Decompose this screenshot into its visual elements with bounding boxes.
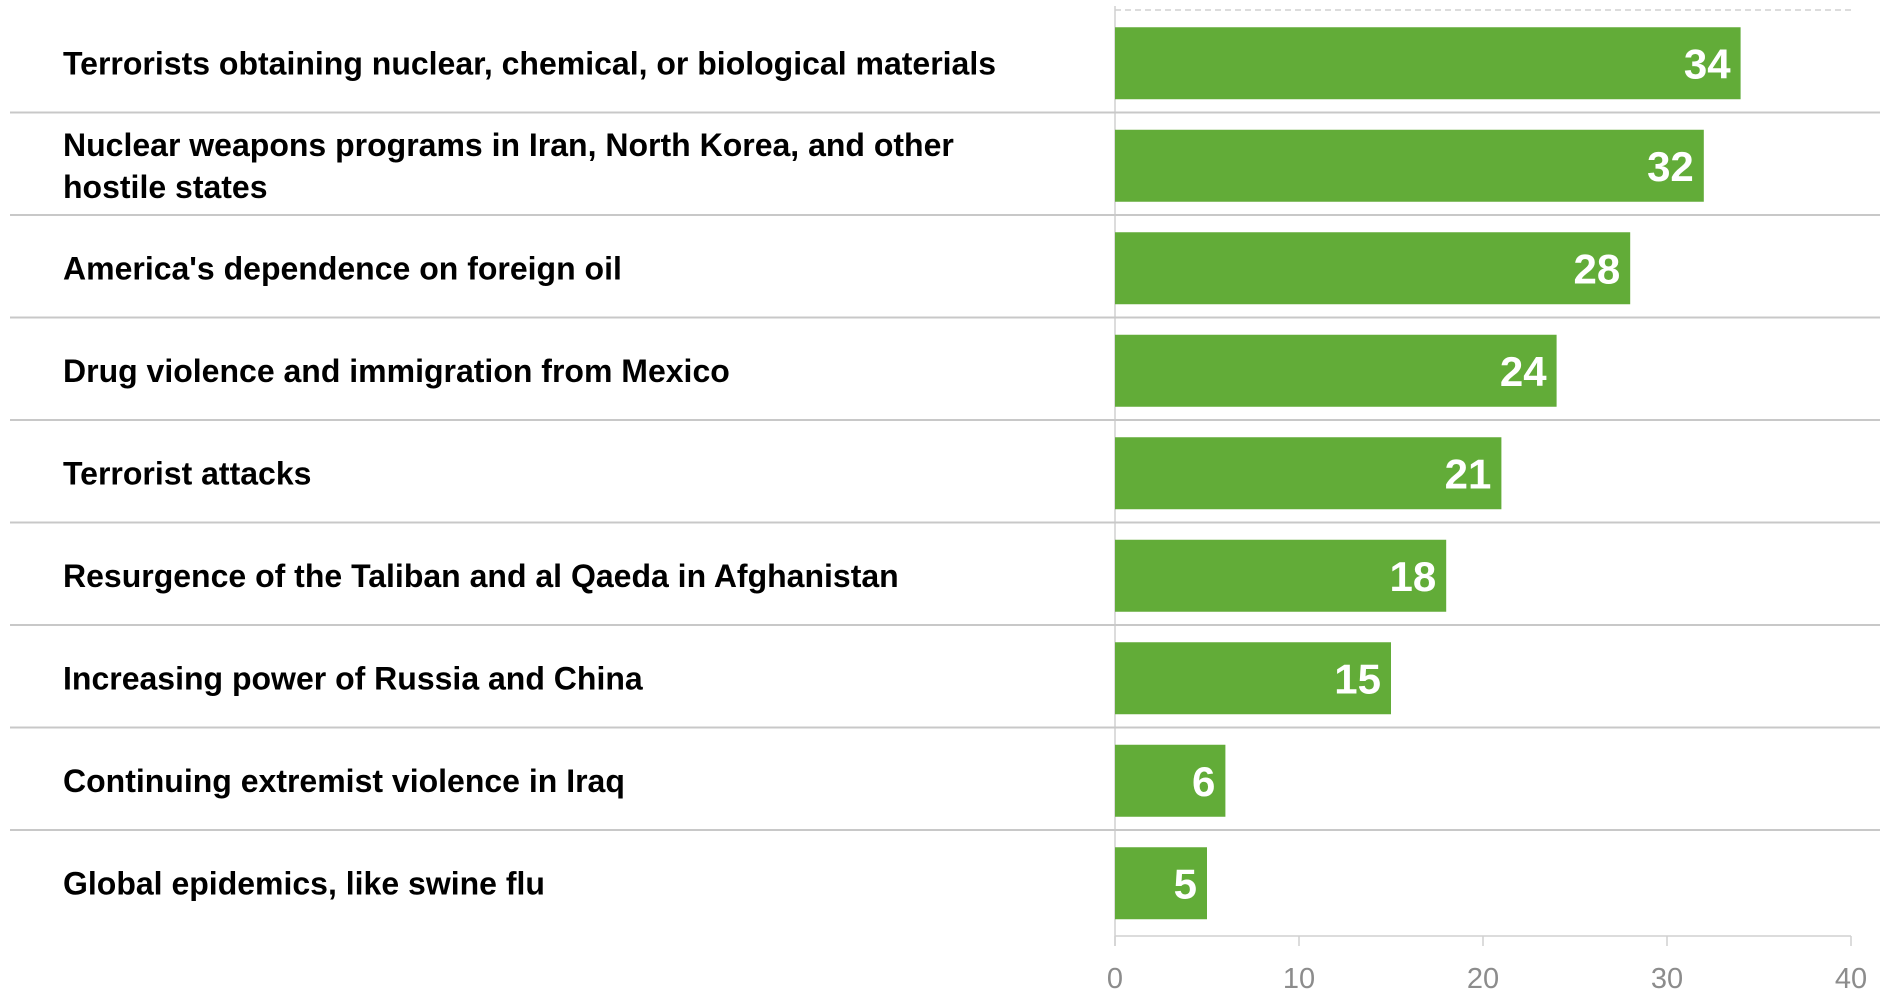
category-label: Nuclear weapons programs in Iran, North … (63, 127, 954, 205)
bar (1115, 129, 1704, 202)
bar (1115, 232, 1631, 305)
x-tick-label: 30 (1651, 963, 1683, 992)
category-label: Drug violence and immigration from Mexic… (63, 353, 730, 389)
category-label: Terrorist attacks (63, 455, 311, 491)
category-label: Global epidemics, like swine flu (63, 865, 545, 901)
x-tick-label: 10 (1283, 963, 1315, 992)
category-labels: Terrorists obtaining nuclear, chemical, … (63, 45, 996, 901)
bar (1115, 437, 1502, 510)
bar (1115, 539, 1447, 612)
category-label: America's dependence on foreign oil (63, 250, 622, 286)
bar-value-label: 28 (1573, 245, 1620, 292)
category-label: Resurgence of the Taliban and al Qaeda i… (63, 558, 899, 594)
bar (1115, 27, 1741, 100)
bars: 34 32 28 24 21 18 15 6 5 (1115, 27, 1741, 920)
bar-value-label: 5 (1174, 860, 1197, 907)
bar-value-label: 34 (1684, 40, 1731, 87)
bar-value-label: 21 (1445, 450, 1492, 497)
bar-value-label: 24 (1500, 348, 1547, 395)
bar (1115, 334, 1557, 407)
bar-value-label: 15 (1334, 655, 1381, 702)
category-label: Terrorists obtaining nuclear, chemical, … (63, 45, 996, 81)
bar-value-label: 32 (1647, 143, 1694, 190)
x-tick-label: 20 (1467, 963, 1499, 992)
x-axis-ticks: 0 10 20 30 40 (1107, 936, 1867, 992)
category-label: Continuing extremist violence in Iraq (63, 763, 625, 799)
bar (1115, 847, 1207, 920)
bar-value-label: 6 (1192, 758, 1215, 805)
bar (1115, 642, 1391, 715)
bar (1115, 744, 1226, 817)
row-separators (10, 111, 1880, 831)
bar-value-label: 18 (1389, 553, 1436, 600)
category-label: Increasing power of Russia and China (63, 660, 643, 696)
x-tick-label: 0 (1107, 963, 1123, 992)
x-tick-label: 40 (1835, 963, 1867, 992)
